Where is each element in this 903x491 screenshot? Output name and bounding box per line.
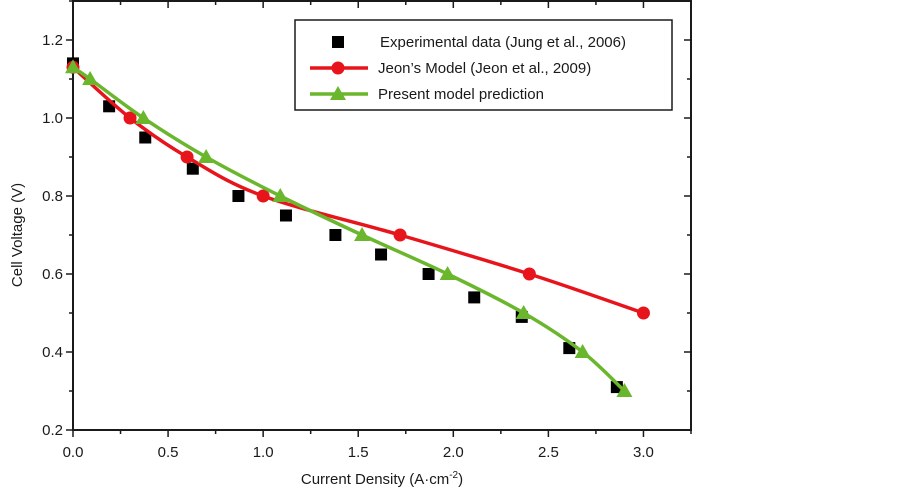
data-point-triangle <box>616 383 633 397</box>
y-tick-label: 1.0 <box>42 110 63 127</box>
y-tick-label: 0.8 <box>42 188 63 205</box>
data-point-square <box>186 162 199 175</box>
data-point-square <box>422 268 435 280</box>
data-point-circle <box>636 306 650 320</box>
data-point-triangle <box>439 266 456 280</box>
legend-marker-square <box>332 36 344 48</box>
x-axis-title-sup: -2 <box>449 470 458 481</box>
data-point-square <box>329 229 342 241</box>
data-point-triangle <box>574 344 591 358</box>
legend-marker-circle <box>331 61 345 75</box>
data-point-triangle <box>354 227 371 241</box>
data-point-triangle <box>272 188 289 202</box>
y-axis-title: Cell Voltage (V) <box>9 183 26 287</box>
x-axis-title-end: ) <box>458 471 463 488</box>
data-point-square <box>279 209 292 222</box>
x-tick-label: 3.0 <box>633 444 654 461</box>
data-point-square <box>139 131 152 144</box>
x-axis-title-main: Current Density (A·cm <box>301 471 449 488</box>
axes: 0.0 0.5 1.0 1.5 2.0 2.5 3.0 0.2 0.4 0.6 0.8 1.0 1.2 <box>42 0 692 461</box>
x-tick-label: 1.5 <box>348 444 369 461</box>
x-tick-label: 0.0 <box>63 444 84 461</box>
data-point-triangle <box>515 305 532 319</box>
data-point-circle <box>522 267 536 281</box>
data-point-circle <box>180 150 194 164</box>
data-point-triangle <box>198 149 215 163</box>
x-axis-title: Current Density (A·cm-2) <box>301 470 463 488</box>
data-point-triangle <box>135 110 152 124</box>
data-point-square <box>468 291 481 304</box>
data-point-circle <box>393 228 407 242</box>
legend-label: Experimental data (Jung et al., 2006) <box>380 34 626 51</box>
x-tick-label: 0.5 <box>158 444 179 461</box>
x-tick-label: 2.5 <box>538 444 559 461</box>
series-line <box>72 65 626 393</box>
data-point-circle <box>256 189 270 203</box>
data-point-triangle <box>65 59 81 74</box>
series-layer <box>65 57 650 397</box>
legend-marker-triangle <box>330 86 346 100</box>
y-tick-label: 0.4 <box>42 344 63 361</box>
data-point-circle <box>123 111 137 125</box>
x-tick-label: 1.0 <box>253 444 274 461</box>
y-tick-label: 1.2 <box>42 32 63 49</box>
legend: Experimental data (Jung et al., 2006) Jeo… <box>294 19 673 111</box>
legend-label: Jeon’s Model (Jeon et al., 2009) <box>378 60 591 77</box>
data-point-triangle <box>82 71 99 85</box>
y-tick-label: 0.2 <box>42 422 63 439</box>
legend-label: Present model prediction <box>378 86 544 103</box>
series-triangle <box>65 59 633 397</box>
data-point-square <box>232 190 245 202</box>
data-point-square <box>375 248 388 261</box>
x-tick-label: 2.0 <box>443 444 464 461</box>
y-tick-label: 0.6 <box>42 266 63 283</box>
